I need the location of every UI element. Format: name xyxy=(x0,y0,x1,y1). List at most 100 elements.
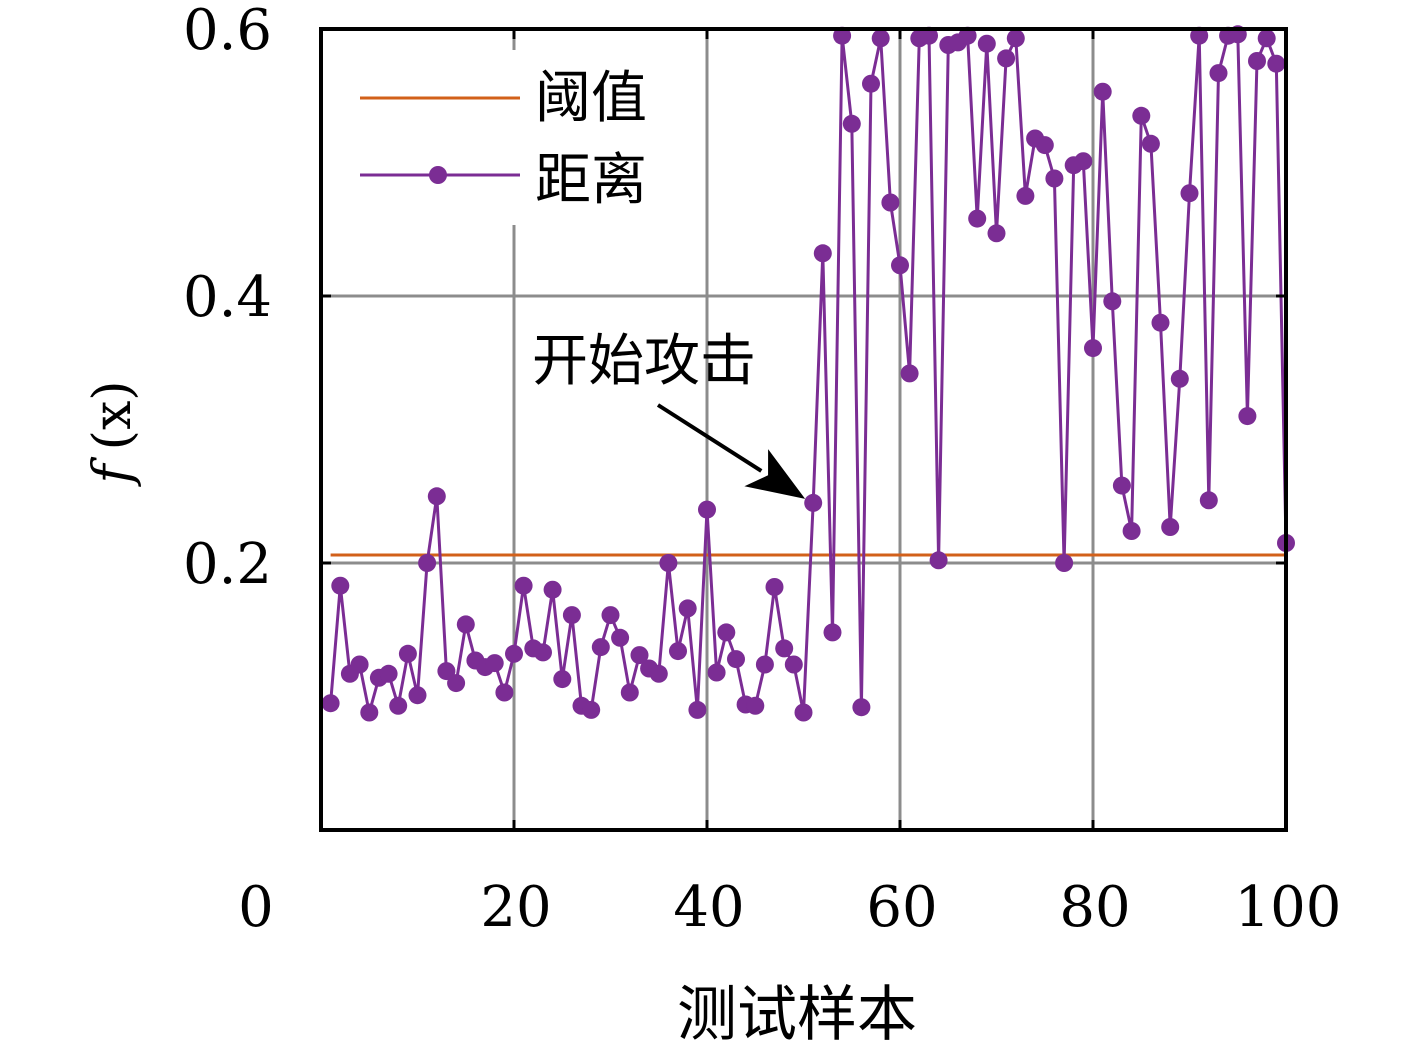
attack-annotation: 开始攻击 xyxy=(532,329,806,499)
data-point-distance xyxy=(784,655,803,674)
data-point-distance xyxy=(1055,554,1074,572)
legend-label-distance: 距离 xyxy=(535,148,647,213)
y-tick-label: 0.6 xyxy=(183,0,272,63)
data-point-distance xyxy=(1132,106,1151,125)
x-tick-label: 40 xyxy=(673,875,744,940)
data-point-distance xyxy=(920,26,938,45)
annotation-arrow-line xyxy=(656,403,763,473)
data-point-distance xyxy=(1045,169,1064,188)
data-point-distance xyxy=(360,703,379,722)
data-point-distance xyxy=(321,694,340,713)
x-tick-label: 60 xyxy=(866,875,937,940)
data-point-distance xyxy=(601,606,620,625)
annotation-arrow-head xyxy=(744,449,806,499)
data-point-distance xyxy=(678,599,697,618)
data-point-distance xyxy=(669,642,687,661)
data-point-distance xyxy=(804,493,823,512)
data-point-distance xyxy=(929,551,948,570)
data-point-distance xyxy=(1084,339,1102,358)
data-point-distance xyxy=(1103,292,1122,311)
data-point-distance xyxy=(582,700,601,719)
data-point-distance xyxy=(833,26,852,45)
data-point-distance xyxy=(562,606,581,625)
data-point-distance xyxy=(1161,518,1180,536)
data-point-distance xyxy=(862,74,880,93)
data-point-distance xyxy=(977,34,996,53)
data-point-distance xyxy=(823,623,842,642)
data-point-distance xyxy=(630,646,649,665)
legend: 阈值 距离 xyxy=(338,50,683,225)
data-point-distance xyxy=(813,244,832,263)
data-point-distance xyxy=(331,576,350,595)
data-point-distance xyxy=(891,256,909,275)
data-point-distance xyxy=(1035,136,1054,155)
data-point-distance xyxy=(881,193,900,212)
data-point-distance xyxy=(1006,29,1025,48)
y-tick-label: 0.2 xyxy=(183,532,272,597)
data-point-distance xyxy=(514,576,533,595)
data-point-distance xyxy=(958,26,977,45)
data-point-distance xyxy=(505,644,523,663)
data-point-distance xyxy=(1199,491,1218,510)
data-point-distance xyxy=(543,580,562,599)
data-point-distance xyxy=(350,655,369,674)
data-point-distance xyxy=(408,686,427,705)
data-point-distance xyxy=(794,703,813,722)
data-point-distance xyxy=(611,628,630,647)
legend-background xyxy=(338,50,683,225)
data-point-distance xyxy=(717,623,736,642)
y-axis-label: f(x) xyxy=(83,380,143,487)
data-point-distance xyxy=(534,643,552,662)
x-tick-label: 100 xyxy=(1235,875,1342,940)
data-point-distance xyxy=(620,683,639,702)
data-point-distance xyxy=(427,487,446,506)
axis-ticks: 0 20 40 60 80 100 0.2 0.4 0.6 xyxy=(183,0,1342,940)
data-point-distance xyxy=(1170,369,1189,388)
data-point-distance xyxy=(1257,29,1276,48)
data-point-distance xyxy=(553,670,572,689)
data-point-distance xyxy=(1141,134,1160,153)
data-point-distance xyxy=(1151,313,1170,332)
legend-marker-distance xyxy=(429,166,447,184)
data-point-distance xyxy=(842,114,861,133)
data-point-distance xyxy=(659,554,678,572)
grid-lines xyxy=(321,29,1286,830)
data-point-distance xyxy=(968,209,987,228)
data-point-distance xyxy=(649,664,668,683)
data-point-distance xyxy=(591,638,610,657)
data-point-distance xyxy=(1122,522,1141,540)
x-tick-label: 20 xyxy=(480,875,551,940)
data-point-distance xyxy=(437,662,456,681)
data-point-distance xyxy=(688,700,707,719)
data-point-distance xyxy=(379,664,398,683)
x-axis-label: 测试样本 xyxy=(677,980,917,1050)
data-point-distance xyxy=(1238,407,1257,426)
data-point-distance xyxy=(1180,184,1199,203)
annotation-text: 开始攻击 xyxy=(532,329,756,394)
data-point-distance xyxy=(871,29,890,48)
data-point-distance xyxy=(900,364,919,383)
legend-label-threshold: 阈值 xyxy=(535,66,647,131)
data-point-distance xyxy=(707,663,726,682)
data-point-distance xyxy=(389,696,408,715)
data-point-distance xyxy=(398,644,417,663)
y-tick-label: 0.4 xyxy=(183,265,272,330)
data-point-distance xyxy=(1016,186,1035,205)
data-point-distance xyxy=(997,49,1016,68)
data-point-distance xyxy=(775,639,794,658)
data-point-distance xyxy=(1112,476,1131,495)
plot-frame xyxy=(319,27,1288,832)
data-point-distance xyxy=(1267,54,1286,73)
data-point-distance xyxy=(727,650,745,669)
data-point-distance xyxy=(1074,152,1093,171)
data-point-distance xyxy=(987,224,1006,243)
data-point-distance xyxy=(698,500,716,519)
data-point-distance xyxy=(755,655,774,674)
x-tick-label: 0 xyxy=(238,875,274,940)
data-point-distance xyxy=(485,654,504,673)
data-point-distance xyxy=(495,683,514,702)
x-tick-label: 80 xyxy=(1059,875,1130,940)
data-point-distance xyxy=(1190,26,1209,45)
data-point-distance xyxy=(765,578,784,596)
